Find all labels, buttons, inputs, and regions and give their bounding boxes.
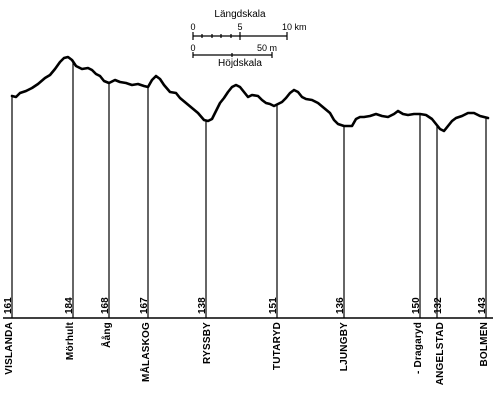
length-scale-title: Längdskala xyxy=(214,9,266,20)
station-malaskog: 167 MÅLASKOG xyxy=(139,87,152,382)
length-scale-mid-label: 5 xyxy=(237,22,242,32)
station-name-label: LJUNGBY xyxy=(339,322,350,371)
station-elevation-label: 143 xyxy=(477,297,488,314)
station-name-label: MÅLASKOG xyxy=(139,322,152,382)
station-elevation-label: 184 xyxy=(64,297,75,314)
station-elevation-label: 132 xyxy=(433,297,444,314)
station-bolmen: 143 BOLMEN xyxy=(477,118,490,367)
length-scale-end-label: 10 km xyxy=(282,22,307,32)
height-scale-title: Höjdskala xyxy=(218,58,262,69)
station-name-label: VISLANDA xyxy=(4,322,15,375)
station-name-label: Åång xyxy=(100,322,113,348)
station-elevation-label: 161 xyxy=(3,297,14,314)
station-ljungby: 136 LJUNGBY xyxy=(335,126,350,371)
height-scale-end-label: 50 m xyxy=(257,43,277,53)
station-name-label: ANGELSTAD xyxy=(435,322,446,385)
length-scale-bar xyxy=(192,32,288,40)
terrain-profile-line xyxy=(10,55,490,133)
station-name-label: - Dragaryd xyxy=(413,322,424,374)
station-vislanda: 161 VISLANDA xyxy=(3,96,15,375)
station-elevation-label: 150 xyxy=(411,297,422,314)
station-tutaryd: 151 TUTARYD xyxy=(268,105,283,370)
height-scale-start-label: 0 xyxy=(190,43,195,53)
station-name-label: BOLMEN xyxy=(479,322,490,367)
station-name-label: RYSSBY xyxy=(202,322,213,364)
station-elevation-label: 138 xyxy=(197,297,208,314)
scale-legend: Längdskala 0 5 10 km 0 50 m Höjdskala xyxy=(190,9,306,69)
station-dragaryd: 150 - Dragaryd xyxy=(411,114,424,374)
length-scale-start-label: 0 xyxy=(190,22,195,32)
station-elevation-label: 168 xyxy=(100,297,111,314)
station-angelstad: 132 ANGELSTAD xyxy=(433,125,446,385)
station-elevation-label: 151 xyxy=(268,297,279,314)
station-morhult: 184 Mörhult xyxy=(64,62,76,360)
height-scale-bar xyxy=(192,52,273,58)
station-elevation-label: 136 xyxy=(335,297,346,314)
station-elevation-label: 167 xyxy=(139,297,150,314)
station-name-label: Mörhult xyxy=(65,322,76,361)
station-ryssby: 138 RYSSBY xyxy=(197,121,213,364)
station-name-label: TUTARYD xyxy=(272,322,283,370)
station-aang: 168 Åång xyxy=(100,83,113,348)
